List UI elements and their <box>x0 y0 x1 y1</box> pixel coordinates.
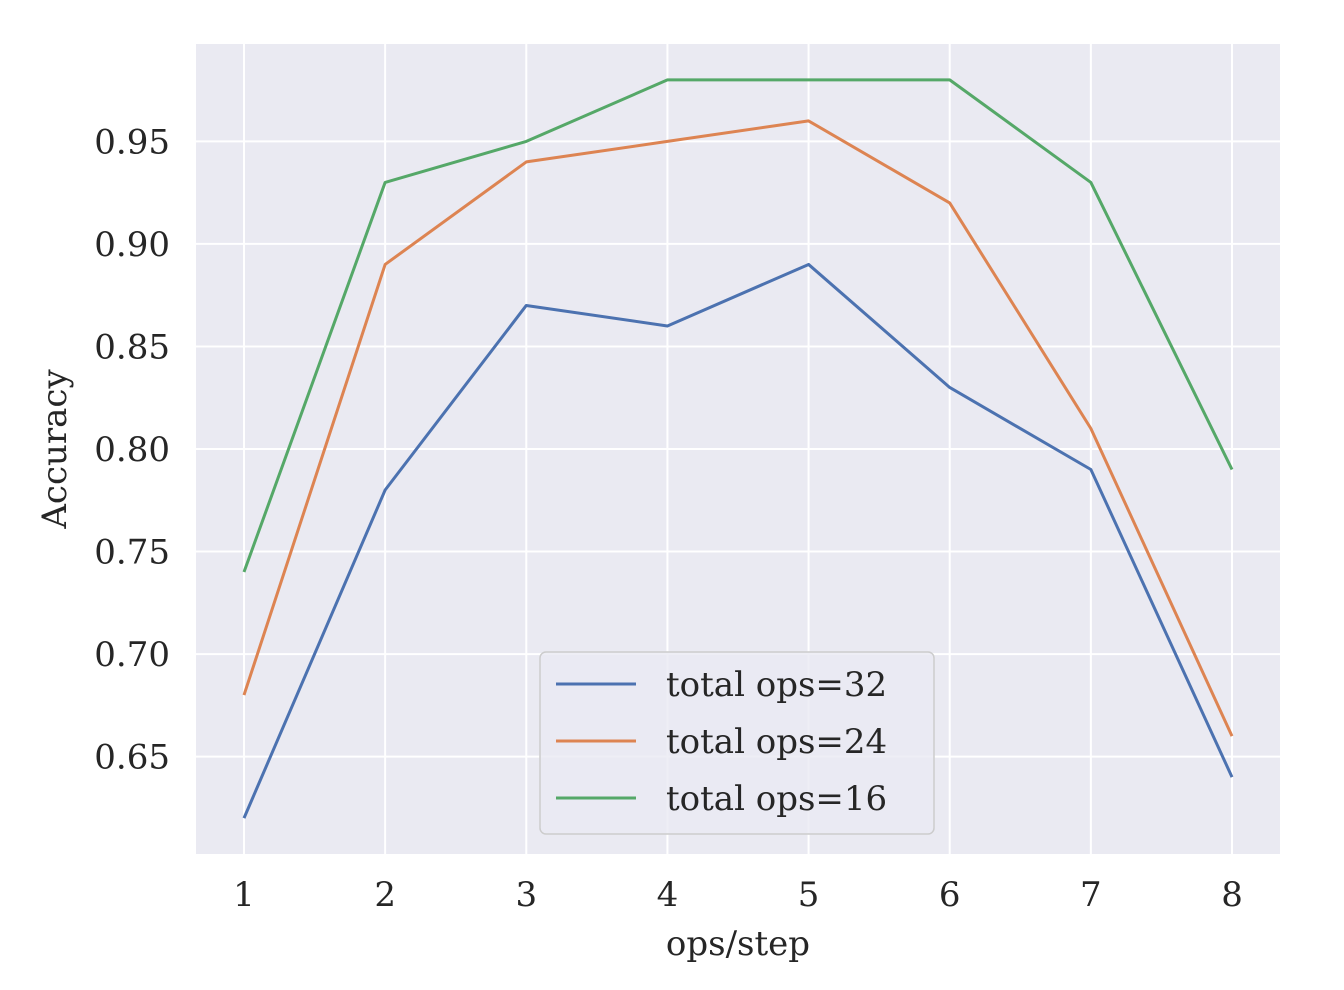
series-lines <box>242 78 1234 819</box>
legend-label: total ops=24 <box>666 722 887 762</box>
x-tick-label: 7 <box>1080 875 1102 915</box>
legend-label: total ops=32 <box>666 665 887 705</box>
series-line-3 <box>242 78 1234 573</box>
series-line-1 <box>242 262 1234 819</box>
x-tick-labels: 1 2 3 4 5 6 7 8 <box>233 875 1243 915</box>
x-tick-label: 5 <box>798 875 820 915</box>
x-tick-label: 1 <box>233 875 255 915</box>
y-tick-label: 0.85 <box>94 327 170 367</box>
x-tick-label: 3 <box>515 875 537 915</box>
legend-label: total ops=16 <box>666 779 887 819</box>
y-tick-label: 0.75 <box>94 533 170 573</box>
x-tick-label: 4 <box>657 875 679 915</box>
legend: total ops=32 total ops=24 total ops=16 <box>539 651 935 835</box>
x-tick-label: 2 <box>374 875 396 915</box>
legend-items: total ops=32 total ops=24 total ops=16 <box>556 665 887 819</box>
x-tick-label: 6 <box>939 875 961 915</box>
legend-box <box>539 651 935 835</box>
y-tick-label: 0.95 <box>94 122 170 162</box>
x-tick-label: 8 <box>1221 875 1243 915</box>
x-axis-label: ops/step <box>666 924 810 964</box>
y-tick-label: 0.90 <box>94 225 170 265</box>
y-tick-label: 0.70 <box>94 635 170 675</box>
y-axis-label: Accuracy <box>35 369 75 530</box>
series-line-2 <box>242 119 1234 737</box>
y-tick-label: 0.80 <box>94 430 170 470</box>
y-tick-label: 0.65 <box>94 738 170 778</box>
y-tick-labels: 0.65 0.70 0.75 0.80 0.85 0.90 0.95 <box>94 122 170 777</box>
